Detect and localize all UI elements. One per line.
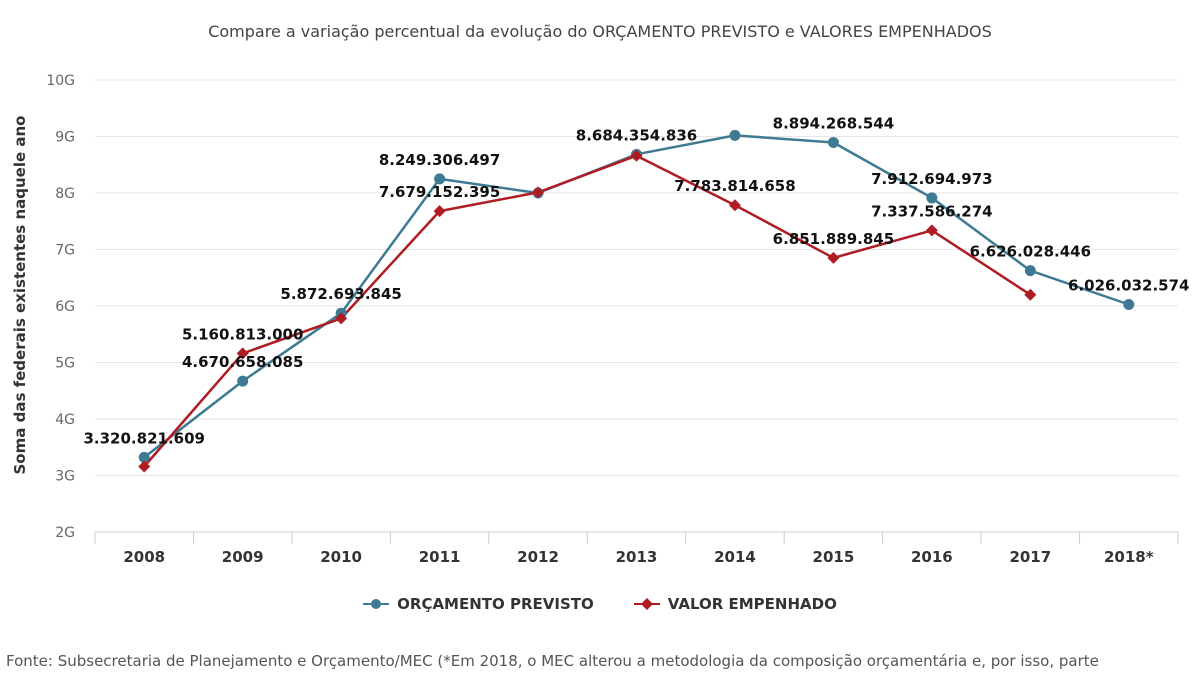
data-label: 4.670.658.085 — [182, 353, 303, 371]
data-point — [138, 451, 150, 463]
y-tick-label: 3G — [55, 469, 75, 485]
data-label: 8.894.268.544 — [773, 114, 894, 132]
y-tick-label: 10G — [46, 73, 75, 89]
data-point — [1024, 288, 1037, 301]
data-point — [1024, 265, 1036, 277]
x-tick-label: 2008 — [123, 548, 165, 566]
y-tick-label: 7G — [55, 243, 75, 259]
data-label: 5.872.693.845 — [280, 285, 401, 303]
legend-circle-marker-icon — [363, 597, 390, 611]
data-point — [1123, 299, 1135, 311]
data-label: 7.679.152.395 — [379, 183, 500, 201]
x-tick-label: 2011 — [419, 548, 461, 566]
data-point — [532, 186, 545, 199]
y-tick-label: 8G — [55, 186, 75, 202]
x-tick-label: 2009 — [222, 548, 264, 566]
data-point — [236, 347, 249, 360]
data-label: 5.160.813.000 — [182, 325, 303, 343]
data-point — [433, 205, 446, 218]
x-tick-label: 2013 — [616, 548, 658, 566]
x-tick-label: 2017 — [1009, 548, 1051, 566]
x-tick-label: 2018* — [1104, 548, 1154, 566]
data-label: 7.783.814.658 — [674, 177, 795, 195]
legend-label-empenhado: VALOR EMPENHADO — [667, 595, 837, 613]
data-point — [729, 129, 741, 141]
data-point — [926, 192, 938, 204]
data-point — [925, 224, 938, 237]
data-point — [237, 375, 249, 387]
data-point — [335, 312, 348, 325]
x-tick-label: 2016 — [911, 548, 953, 566]
y-tick-label: 4G — [55, 412, 75, 428]
data-point — [630, 149, 643, 162]
data-label: 6.851.889.845 — [773, 230, 894, 248]
source-note: Fonte: Subsecretaria de Planejamento e O… — [6, 652, 1099, 670]
y-tick-label: 2G — [55, 525, 75, 541]
data-point — [827, 136, 839, 148]
legend: ORÇAMENTO PREVISTO VALOR EMPENHADO — [0, 595, 1200, 613]
legend-item-orcamento[interactable]: ORÇAMENTO PREVISTO — [363, 595, 594, 613]
y-tick-label: 6G — [55, 299, 75, 315]
data-label: 7.337.586.274 — [871, 202, 992, 220]
data-label: 6.026.032.574 — [1068, 277, 1189, 295]
x-tick-label: 2010 — [320, 548, 362, 566]
legend-diamond-marker-icon — [633, 597, 660, 611]
legend-label-orcamento: ORÇAMENTO PREVISTO — [397, 595, 594, 613]
x-tick-label: 2012 — [517, 548, 559, 566]
series-line — [143, 154, 1031, 468]
data-label: 8.684.354.836 — [576, 126, 697, 144]
data-label: 3.320.821.609 — [83, 429, 204, 447]
data-point — [728, 199, 741, 212]
legend-item-empenhado[interactable]: VALOR EMPENHADO — [633, 595, 837, 613]
x-tick-label: 2014 — [714, 548, 756, 566]
data-label: 6.626.028.446 — [970, 243, 1091, 261]
data-point — [827, 251, 840, 264]
data-label: 8.249.306.497 — [379, 151, 500, 169]
data-label: 7.912.694.973 — [871, 170, 992, 188]
data-point — [138, 460, 151, 473]
x-tick-label: 2015 — [813, 548, 855, 566]
data-point — [434, 173, 446, 185]
y-tick-label: 9G — [55, 130, 75, 146]
chart-subtitle: Compare a variação percentual da evoluçã… — [208, 22, 992, 41]
y-tick-label: 5G — [55, 356, 75, 372]
